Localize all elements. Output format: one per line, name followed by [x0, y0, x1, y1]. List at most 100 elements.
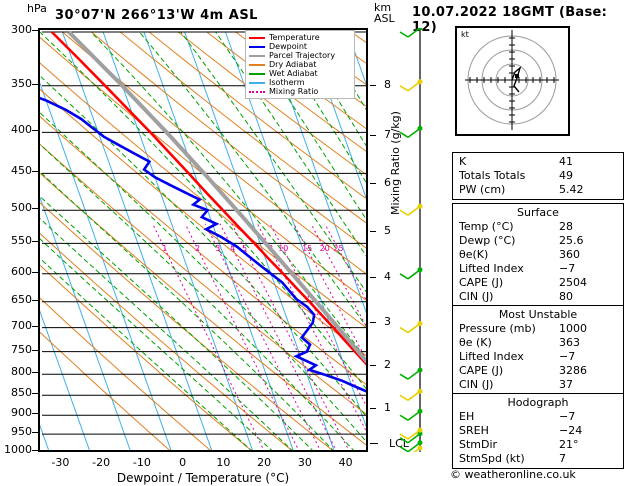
temperature-tick-label: 20: [257, 456, 272, 469]
pressure-tick: [32, 432, 38, 434]
mixing-ratio-line: [184, 223, 300, 450]
data-row-key: CIN (J): [459, 378, 494, 391]
data-row-key: Lifted Index: [459, 350, 524, 363]
legend-item: Mixing Ratio: [249, 87, 351, 96]
wind-barb: [399, 321, 423, 334]
data-row-value: 1000: [559, 322, 587, 335]
pressure-tick-label: 800: [11, 365, 32, 379]
legend-swatch: [249, 45, 265, 48]
pressure-tick-label: 300: [11, 23, 32, 36]
temperature-tick-label: -20: [92, 456, 111, 469]
data-row-key: CIN (J): [459, 290, 494, 303]
height-unit-line2: ASL: [374, 12, 395, 25]
hodograph-trace: [511, 66, 522, 93]
data-row: θe (K) 363: [453, 336, 623, 350]
height-tick-label: 4: [384, 269, 391, 283]
pressure-tick: [32, 325, 38, 327]
wet-adiabat-line: [40, 238, 273, 450]
pressure-tick-label: 350: [11, 76, 32, 90]
data-row-key: K: [459, 155, 467, 168]
height-tick-label: 7: [384, 127, 391, 141]
height-tick-label: 6: [384, 176, 391, 190]
dry-adiabat-line: [264, 31, 366, 107]
isotherm-line: [102, 31, 253, 450]
mixing-ratio-line: [152, 223, 265, 450]
temperature-tick-label: 40: [338, 456, 353, 469]
data-row: CAPE (J) 2504: [453, 276, 623, 290]
panel-surface: Surface Temp (°C) 28 Dewp (°C) 25.6 θe(K) 360 L…: [452, 203, 624, 307]
pressure-tick: [32, 413, 38, 415]
dry-adiabat-line: [206, 31, 366, 152]
mixing-ratio-line: [310, 223, 366, 327]
pressure-tick-label: 600: [11, 264, 32, 278]
pressure-tick-label: 1000: [4, 443, 32, 456]
pressure-tick-label: 850: [11, 386, 32, 400]
wind-barb: [399, 427, 423, 440]
pressure-tick: [32, 241, 38, 243]
hodograph-storm-marker: [515, 74, 519, 78]
pressure-tick: [32, 372, 38, 374]
wind-barb: [399, 28, 423, 38]
data-row: CIN (J) 80: [453, 290, 623, 304]
legend-item: Temperature: [249, 33, 351, 42]
data-row-key: θe (K): [459, 336, 492, 349]
data-row: Pressure (mb) 1000: [453, 322, 623, 336]
data-row-value: 80: [559, 290, 573, 303]
data-row-key: Pressure (mb): [459, 322, 536, 335]
hodograph-canvas: [465, 30, 559, 130]
data-row: PW (cm) 5.42: [453, 183, 623, 197]
data-row-key: Totals Totals: [459, 169, 526, 182]
data-row-value: 49: [559, 169, 573, 182]
height-tick-label: 2: [384, 358, 391, 372]
data-row: StmDir 21°: [453, 438, 623, 452]
pressure-tick: [32, 450, 38, 451]
data-row-value: −7: [559, 350, 576, 363]
data-row-value: 2504: [559, 276, 587, 289]
wind-barb: [399, 408, 423, 421]
station-coordinates: 30°07'N 266°13'W 4m ASL: [55, 8, 258, 23]
legend-item: Isotherm: [249, 78, 351, 87]
height-tick: [370, 230, 376, 232]
data-row: Totals Totals 49: [453, 169, 623, 183]
temperature-tick-label: -30: [51, 456, 70, 469]
height-tick: [370, 276, 376, 278]
hodograph-plot: kt: [455, 26, 570, 136]
mixing-ratio-value-label: 10: [278, 244, 288, 253]
dry-adiabat-line: [177, 31, 366, 176]
pressure-tick-label: 750: [11, 342, 32, 356]
data-row: Lifted Index −7: [453, 262, 623, 276]
pressure-tick: [32, 130, 38, 132]
legend-item: Parcel Trajectory: [249, 51, 351, 60]
pressure-tick: [32, 349, 38, 351]
wet-adiabat-line: [271, 31, 366, 183]
data-row: Temp (°C) 28: [453, 220, 623, 234]
height-unit-label: km ASL: [374, 2, 395, 24]
dry-adiabat-line: [40, 36, 366, 301]
pressure-tick: [32, 83, 38, 85]
pressure-tick-label: 550: [11, 234, 32, 248]
x-axis-title: Dewpoint / Temperature (°C): [116, 471, 290, 485]
lcl-tick: [370, 443, 378, 444]
height-unit-line1: km: [374, 1, 392, 14]
height-tick: [370, 85, 376, 87]
legend-swatch: [249, 36, 265, 39]
panel-title: Hodograph: [507, 396, 569, 409]
data-row-key: CAPE (J): [459, 364, 504, 377]
pressure-unit-label: hPa: [27, 2, 47, 15]
isotherm-line: [306, 31, 366, 200]
data-row-value: 25.6: [559, 234, 584, 247]
isotherm-line: [61, 31, 213, 450]
dry-adiabat-line: [91, 31, 366, 249]
panel-title: Surface: [517, 206, 559, 219]
data-row-key: SREH: [459, 424, 489, 437]
isotherm-line: [40, 310, 90, 450]
isotherm-line: [184, 31, 335, 450]
data-row: Lifted Index −7: [453, 350, 623, 364]
mixing-ratio-value-label: 25: [333, 244, 343, 253]
data-row-value: 7: [559, 452, 566, 465]
data-row: Dewp (°C) 25.6: [453, 234, 623, 248]
data-row: CIN (J) 37: [453, 378, 623, 392]
data-row-value: 360: [559, 248, 580, 261]
height-tick-label: 1: [384, 401, 391, 415]
wind-barb: [399, 431, 423, 444]
